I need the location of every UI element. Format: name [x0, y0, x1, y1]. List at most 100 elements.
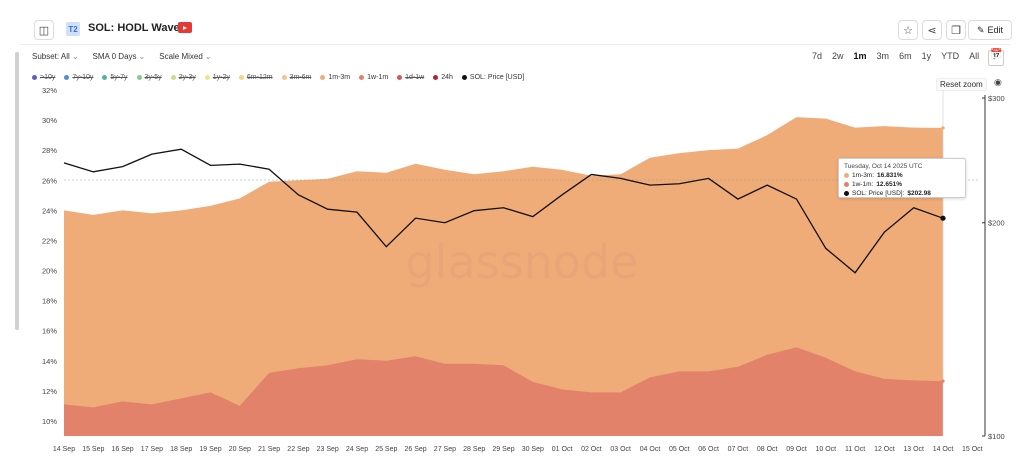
legend-item[interactable]: 3m-6m — [281, 74, 311, 81]
legend-dot-icon — [433, 75, 439, 80]
x-tick-label: 28 Sep — [463, 446, 485, 453]
legend-item[interactable]: 3y-5y — [136, 74, 162, 81]
share-button[interactable]: ⋖ — [922, 20, 942, 40]
y-tick-label: 18% — [42, 297, 57, 306]
range-all[interactable]: All — [969, 51, 980, 61]
legend-dot-icon — [238, 75, 244, 80]
star-icon: ☆ — [903, 24, 913, 37]
sidebar-icon: ◫ — [38, 24, 50, 37]
y-tick-label: 28% — [42, 146, 57, 155]
range-3m[interactable]: 3m — [876, 51, 890, 61]
x-tick-label: 12 Oct — [874, 446, 895, 453]
y-tick-label: 14% — [42, 357, 57, 366]
x-tick-label: 27 Sep — [434, 446, 456, 453]
x-tick-label: 14 Oct — [933, 446, 954, 453]
chevron-down-icon: ⌄ — [138, 52, 146, 61]
range-1m[interactable]: 1m — [853, 51, 867, 61]
x-tick-label: 23 Sep — [317, 446, 339, 453]
tooltip-value: 12.651% — [876, 181, 902, 188]
watermark-text: glassnode — [406, 235, 639, 289]
tooltip-label: SOL: Price [USD]: — [852, 190, 905, 197]
x-tick-label: 13 Oct — [903, 446, 924, 453]
tooltip-date: Tuesday, Oct 14 2025 UTC — [844, 163, 923, 170]
camera-icon[interactable]: ◉ — [994, 77, 1002, 87]
y-tick-label: 24% — [42, 206, 57, 215]
range-6m[interactable]: 6m — [899, 51, 912, 61]
range-1y[interactable]: 1y — [921, 51, 932, 61]
sma-dropdown[interactable]: SMA 0 Days ⌄ — [93, 52, 146, 61]
chart-controls: Subset: All ⌄ SMA 0 Days ⌄ Scale Mixed ⌄ — [32, 52, 212, 61]
legend-item[interactable]: 24h — [433, 74, 453, 81]
tooltip-label: 1w-1m: — [852, 181, 874, 188]
scale-dropdown[interactable]: Scale Mixed ⌄ — [159, 52, 211, 61]
share-icon: ⋖ — [927, 24, 937, 37]
subset-label: Subset: All — [32, 52, 70, 61]
legend-item[interactable]: 1d-1w — [397, 74, 424, 81]
y-tick-label: 30% — [42, 116, 57, 125]
scrollbar-thumb[interactable] — [15, 52, 19, 330]
x-tick-label: 02 Oct — [581, 446, 602, 453]
legend-label: 1y-2y — [212, 74, 230, 81]
y-tick-label: 26% — [42, 176, 57, 185]
x-tick-label: 04 Oct — [640, 446, 661, 453]
legend-label: 6m-12m — [246, 74, 273, 81]
youtube-icon[interactable] — [178, 22, 192, 33]
x-tick-label: 25 Sep — [375, 446, 397, 453]
page-title: SOL: HODL Waves — [88, 22, 186, 34]
price-line — [63, 148, 944, 274]
legend-item[interactable]: 1y-2y — [204, 74, 230, 81]
legend-item[interactable]: 5y-7y — [102, 74, 128, 81]
y-tick-label: 12% — [42, 387, 57, 396]
legend-label: 1m-3m — [328, 74, 351, 81]
zoom-select-icon[interactable]: ⤢ — [988, 50, 1005, 66]
x-tick-label: 20 Sep — [229, 446, 251, 453]
tooltip-row-price: SOL: Price [USD]: $202.98 — [844, 189, 960, 198]
x-tick-label: 29 Sep — [492, 446, 514, 453]
tooltip-row-1w-1m: 1w-1m: 12.651% — [844, 180, 960, 189]
x-tick-label: 15 Sep — [82, 446, 104, 453]
x-tick-label: 10 Oct — [815, 446, 836, 453]
y-right-tick-label: $200 — [988, 219, 1005, 228]
legend-item[interactable]: SOL: Price [USD] — [461, 74, 525, 81]
favorite-button[interactable]: ☆ — [898, 20, 918, 40]
scale-label: Scale Mixed — [159, 52, 203, 61]
range-selector: 7d 2w 1m 3m 6m 1y YTD All ⤢ — [808, 50, 1005, 66]
calendar-button[interactable]: 📅 — [990, 49, 1006, 63]
legend-dot-icon — [32, 75, 37, 80]
legend-item[interactable]: 7y-10y — [64, 74, 93, 81]
y-tick-label: 32% — [42, 86, 57, 95]
x-tick-label: 06 Oct — [698, 446, 719, 453]
copy-icon: ❐ — [951, 24, 961, 37]
legend-item[interactable]: 6m-12m — [238, 74, 273, 81]
legend-item[interactable]: 1w-1m — [359, 74, 388, 81]
legend-item[interactable]: 1m-3m — [320, 74, 350, 81]
price-point — [940, 215, 946, 221]
range-ytd[interactable]: YTD — [941, 51, 960, 61]
edit-button[interactable]: ✎ Edit — [968, 20, 1012, 40]
area-1m-3m — [64, 117, 943, 437]
subset-dropdown[interactable]: Subset: All ⌄ — [32, 52, 79, 61]
range-2w[interactable]: 2w — [832, 51, 844, 61]
x-tick-label: 22 Sep — [287, 446, 309, 453]
sidebar-toggle-button[interactable]: ◫ — [34, 20, 54, 40]
legend-dot-icon — [844, 182, 849, 187]
legend-dot-icon — [359, 75, 365, 80]
legend-label: SOL: Price [USD] — [469, 74, 525, 81]
legend-item[interactable]: >10y — [32, 74, 55, 81]
legend-label: >10y — [40, 74, 56, 81]
tooltip-row-1m-3m: 1m-3m: 16.831% — [844, 171, 960, 180]
legend-dot-icon — [136, 75, 142, 80]
top-toolbar: ◫ ☆ ⋖ ❐ — [0, 12, 1024, 46]
chart-legend: >10y 7y-10y 5y-7y 3y-5y 2y-3y 1y-2y 6m-12m 3m-6… — [32, 74, 524, 81]
legend-item[interactable]: 2y-3y — [170, 74, 196, 81]
x-tick-label: 18 Sep — [170, 446, 192, 453]
legend-dot-icon — [281, 75, 287, 80]
chart-tooltip: Tuesday, Oct 14 2025 UTC 1m-3m: 16.831% … — [838, 158, 966, 198]
y-right-tick-label: $300 — [988, 94, 1005, 103]
copy-button[interactable]: ❐ — [946, 20, 966, 40]
sma-label: SMA 0 Days — [92, 52, 137, 61]
range-7d[interactable]: 7d — [812, 51, 823, 61]
chevron-down-icon: ⌄ — [71, 52, 79, 61]
reset-zoom-button[interactable]: Reset zoom — [936, 78, 987, 91]
